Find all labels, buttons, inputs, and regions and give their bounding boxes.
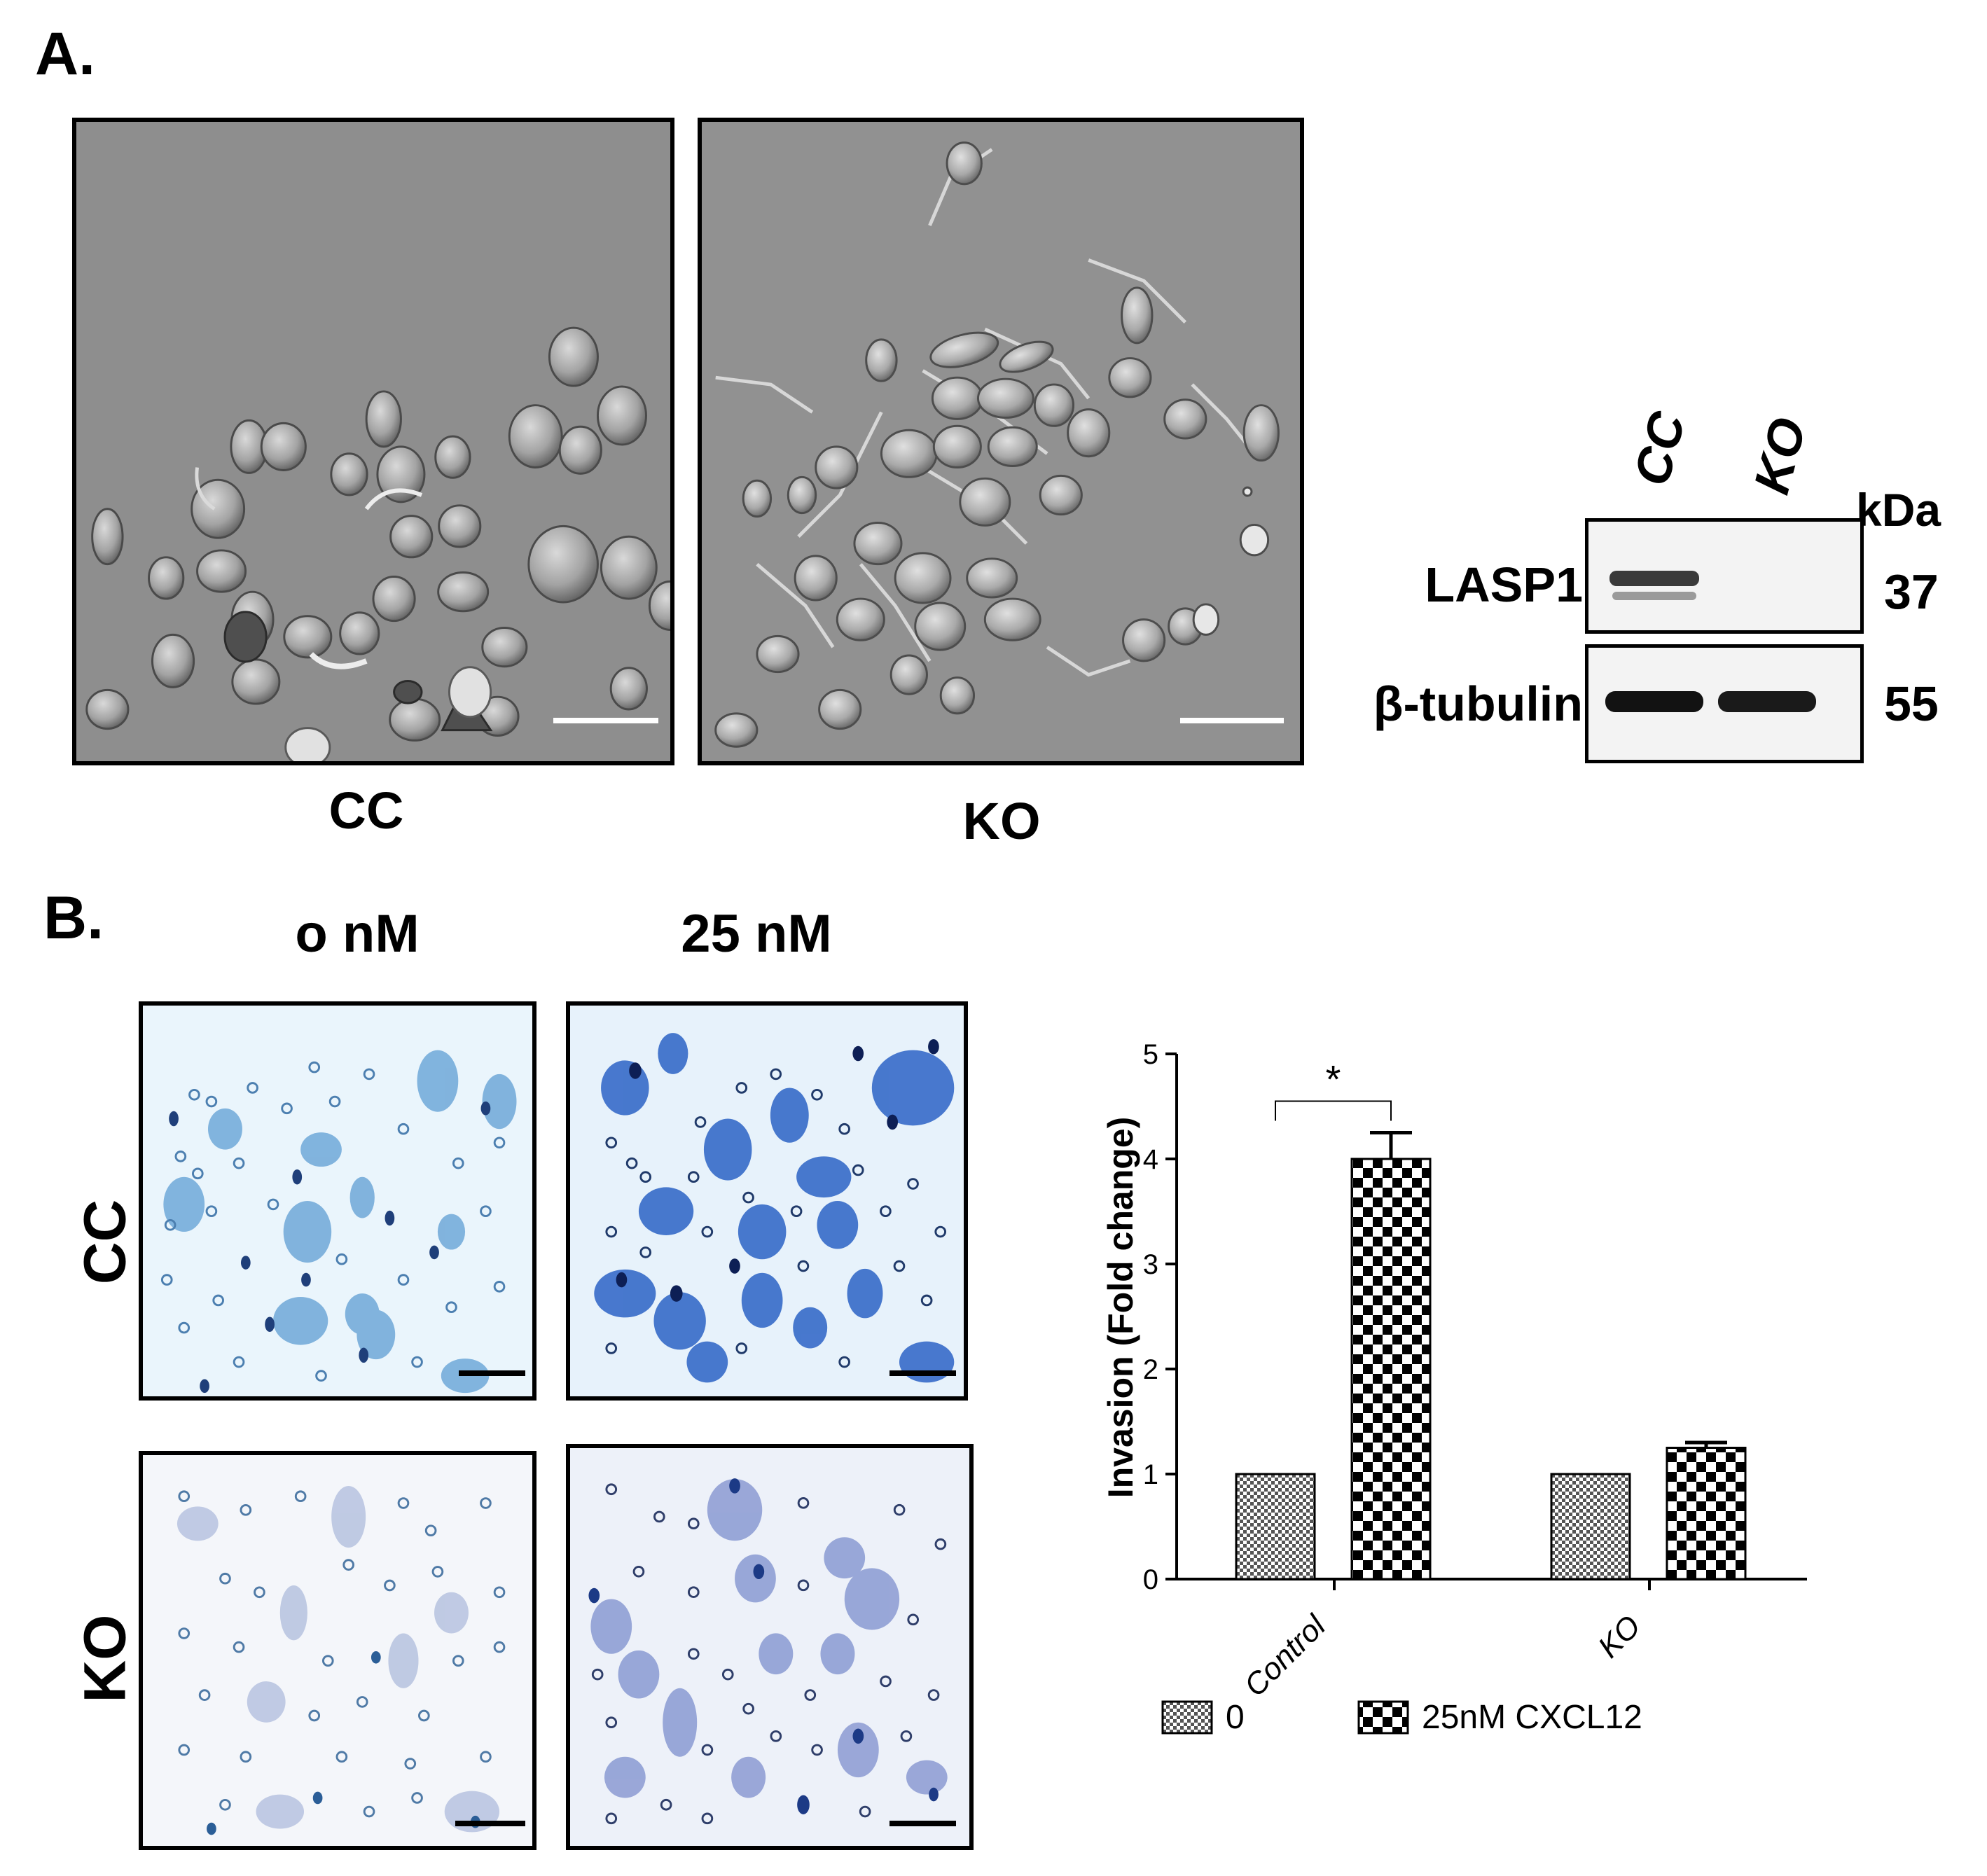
chart-legend-swatch: [1161, 1700, 1213, 1735]
chart-y-axis-label: Invasion (Fold change): [1101, 1116, 1140, 1499]
chart-legend-label: 25nM CXCL12: [1422, 1699, 1642, 1736]
row-label-ko: KO: [71, 1614, 138, 1703]
row-label-cc: CC: [71, 1199, 138, 1285]
blot-protein-label-tubulin: β-tubulin: [1373, 676, 1583, 731]
blot-band-lasp1-cc: [1609, 571, 1699, 586]
scale-bar-ko-0nm: [455, 1821, 525, 1826]
blot-mw-label-tubulin: 55: [1884, 676, 1939, 731]
chart-significance-bracket: [1275, 1100, 1392, 1121]
chart-y-tick-label: 1: [1143, 1459, 1158, 1490]
image-label-cc: CC: [328, 781, 404, 840]
blot-protein-label-lasp1: LASP1: [1425, 557, 1583, 612]
blot-mw-label-lasp1: 37: [1884, 564, 1939, 619]
image-label-ko: KO: [962, 792, 1041, 850]
invasion-image-cc-0nm: [139, 1001, 536, 1401]
chart-y-tick-label: 5: [1143, 1039, 1158, 1070]
panel-a-letter: A.: [35, 20, 95, 88]
scale-bar-cc-morphology: [553, 718, 658, 723]
panel-b-letter: B.: [43, 884, 104, 952]
invasion-bar-chart: 0 1 2 3 4 5 Control KO * 0 25nM CXCL12: [1143, 1039, 1807, 1736]
blot-membrane-lasp1: [1585, 518, 1864, 634]
chart-y-tick-label: 4: [1143, 1144, 1158, 1175]
chart-y-tick-label: 0: [1143, 1564, 1158, 1595]
chart-legend-label: 0: [1226, 1699, 1245, 1736]
chart-x-tick-label: KO: [1591, 1609, 1647, 1665]
chart-x-tick-label: Control: [1238, 1609, 1333, 1704]
micrograph-ko-morphology: [698, 118, 1304, 765]
blot-band-tubulin-cc: [1605, 691, 1703, 712]
blot-unit-label: kDa: [1856, 484, 1941, 536]
chart-bar: [1666, 1447, 1747, 1580]
chart-bar: [1550, 1473, 1631, 1580]
chart-bar: [1350, 1158, 1432, 1580]
blot-lane-label-cc: CC: [1623, 406, 1697, 492]
chart-legend-swatch: [1357, 1700, 1409, 1735]
micrograph-cc-morphology: [72, 118, 674, 765]
scale-bar-ko-morphology: [1180, 718, 1284, 723]
scale-bar-cc-0nm: [459, 1370, 525, 1376]
invasion-image-ko-25nm: [566, 1444, 974, 1850]
invasion-image-ko-0nm: [139, 1451, 536, 1850]
chart-y-tick-label: 2: [1143, 1354, 1158, 1385]
blot-band-tubulin-ko: [1718, 691, 1816, 712]
blot-band-lasp1-cc-faint: [1612, 592, 1696, 600]
chart-significance-label: *: [1326, 1057, 1341, 1102]
scale-bar-ko-25nm: [889, 1821, 956, 1826]
chart-bar: [1235, 1473, 1316, 1580]
invasion-image-cc-25nm: [566, 1001, 968, 1401]
column-label-0nm: o nM: [295, 904, 420, 964]
chart-y-tick-label: 3: [1143, 1249, 1158, 1280]
blot-lane-label-ko: KO: [1743, 412, 1818, 500]
column-label-25nm: 25 nM: [681, 904, 832, 964]
blot-membrane-tubulin: [1585, 644, 1864, 763]
scale-bar-cc-25nm: [889, 1370, 956, 1376]
